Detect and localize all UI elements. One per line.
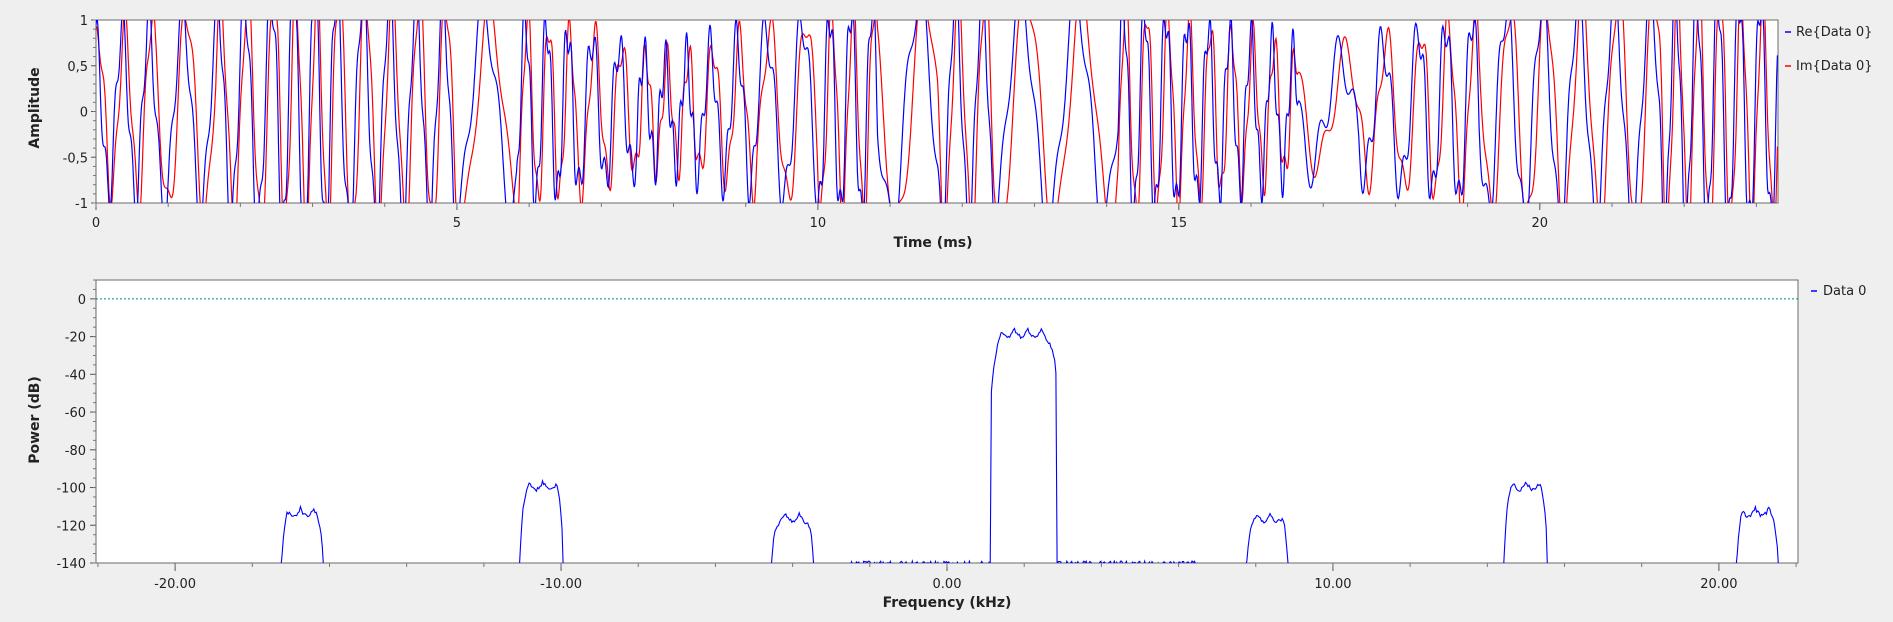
time-x-tick-label: 10 [810, 216, 827, 231]
freq-y-tick-label: -80 [65, 444, 86, 459]
freq-y-tick-label: 0 [78, 293, 86, 308]
freq-y-tick-label: -60 [65, 406, 86, 421]
time-y-axis: 1 0,5 0 -0,5 -1 [63, 14, 96, 212]
freq-y-tick-label: -120 [56, 519, 86, 534]
freq-series-group [96, 298, 1798, 563]
freq-plot: 0 -20 -40 -60 -80 -100 -120 -140 -20.00 -10.00 0.… [27, 279, 1866, 611]
legend-label-im: Im{Data 0} [1796, 59, 1872, 74]
time-x-tick-label: 0 [92, 216, 100, 231]
freq-y-axis-label: Power (dB) [27, 376, 43, 464]
time-series-im-line [96, 20, 1778, 203]
freq-x-axis-label: Frequency (kHz) [883, 595, 1012, 611]
time-y-axis-label: Amplitude [27, 67, 43, 148]
time-x-tick-label: 20 [1532, 216, 1549, 231]
freq-x-tick-label: 0.00 [933, 577, 962, 592]
time-legend: Re{Data 0} Im{Data 0} [1785, 25, 1872, 74]
time-x-axis: 0 5 10 15 20 [92, 203, 1757, 231]
freq-x-tick-label: -20.00 [154, 577, 196, 592]
time-y-tick-label: -1 [75, 197, 88, 212]
time-y-tick-label: 1 [80, 14, 88, 29]
time-plot: 1 0,5 0 -0,5 -1 0 5 10 15 20 Amplitude Time (ms)… [27, 14, 1872, 251]
legend-item-im[interactable]: Im{Data 0} [1785, 59, 1872, 74]
time-series-group [96, 20, 1778, 203]
freq-y-tick-label: -20 [65, 331, 86, 346]
freq-series-data0-line [280, 326, 1779, 563]
freq-x-tick-label: 10.00 [1314, 577, 1351, 592]
time-x-axis-label: Time (ms) [893, 235, 972, 251]
legend-item-re[interactable]: Re{Data 0} [1785, 25, 1872, 40]
time-y-tick-label: -0,5 [63, 151, 88, 166]
freq-x-tick-label: 20.00 [1700, 577, 1737, 592]
legend-label-re: Re{Data 0} [1796, 25, 1872, 40]
time-series-re-line [96, 20, 1778, 203]
time-plot-area [95, 19, 1779, 204]
freq-x-tick-label: -10.00 [540, 577, 582, 592]
freq-plot-area [95, 279, 1799, 564]
freq-legend: Data 0 [1811, 284, 1866, 299]
time-y-tick-label: 0 [80, 106, 88, 121]
time-x-tick-label: 5 [453, 216, 461, 231]
freq-y-tick-label: -140 [56, 557, 86, 572]
time-x-tick-label: 15 [1171, 216, 1188, 231]
freq-y-axis: 0 -20 -40 -60 -80 -100 -120 -140 [56, 279, 96, 572]
freq-y-tick-label: -100 [56, 482, 86, 497]
legend-item-data0[interactable]: Data 0 [1811, 284, 1866, 299]
freq-y-tick-label: -40 [65, 368, 86, 383]
freq-x-axis: -20.00 -10.00 0.00 10.00 20.00 [97, 563, 1797, 592]
time-y-tick-label: 0,5 [67, 60, 88, 75]
legend-label-data0: Data 0 [1823, 284, 1866, 299]
